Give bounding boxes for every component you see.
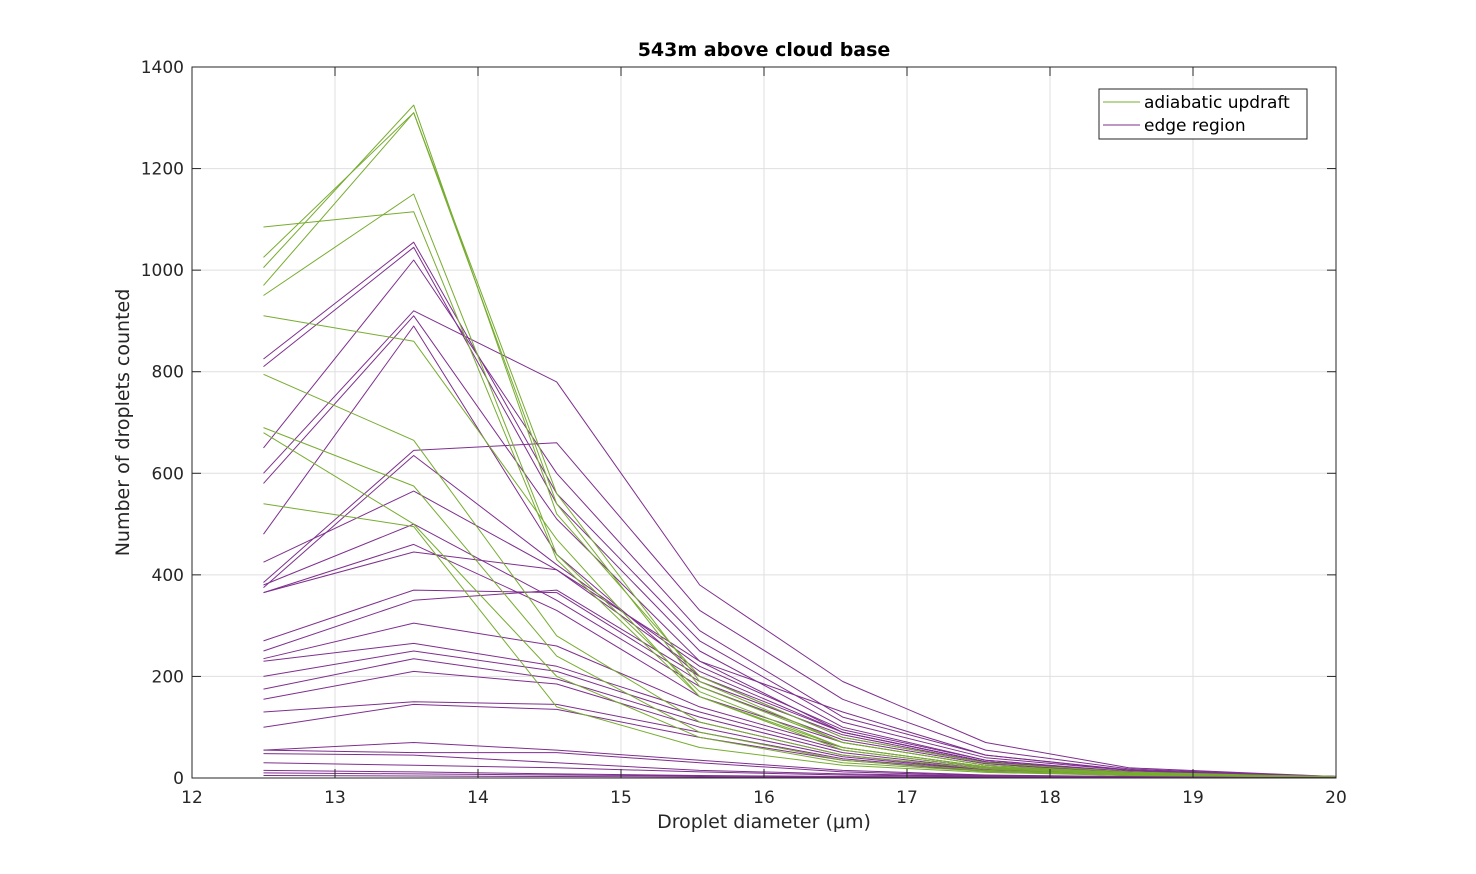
legend-label-adiabatic-updraft: adiabatic updraft [1144, 93, 1290, 113]
x-tick-label: 14 [467, 788, 489, 808]
x-tick-label: 17 [896, 788, 918, 808]
x-tick-label: 13 [324, 788, 346, 808]
y-tick-label: 0 [173, 769, 184, 789]
y-tick-label: 200 [152, 667, 184, 687]
x-tick-label: 16 [753, 788, 775, 808]
series-line-edge-region [263, 442, 1337, 777]
chart-title: 543m above cloud base [638, 39, 891, 61]
y-axis-label: Number of droplets counted [112, 289, 134, 557]
x-tick-label: 19 [1182, 788, 1204, 808]
y-tick-label: 400 [152, 566, 184, 586]
axis-ticks: 12 13 14 15 16 17 18 19 200200400600800100012001… [141, 58, 1347, 808]
series-line-adiabatic-updraft [263, 503, 1336, 777]
legend-box [1098, 88, 1308, 140]
series-line-edge-region [263, 310, 1337, 777]
y-tick-label: 1200 [141, 160, 184, 180]
legend-label-edge-region: edge region [1144, 116, 1246, 136]
y-tick-label: 800 [152, 363, 184, 383]
y-tick-label: 600 [152, 464, 184, 484]
x-tick-label: 18 [1039, 788, 1061, 808]
x-tick-label: 15 [610, 788, 632, 808]
legend: adiabatic updraft edge region [1098, 88, 1308, 140]
x-tick-label: 12 [181, 788, 203, 808]
series-line-adiabatic-updraft [263, 104, 1337, 777]
y-tick-label: 1000 [141, 261, 184, 281]
y-tick-label: 1400 [141, 58, 184, 78]
x-axis-label: Droplet diameter (μm) [657, 811, 871, 833]
series-line-edge-region [263, 490, 1337, 777]
x-tick-label: 20 [1325, 788, 1347, 808]
